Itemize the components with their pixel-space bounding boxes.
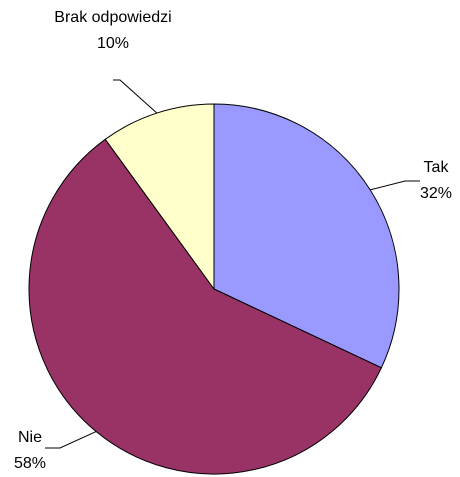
leader-line (113, 79, 158, 114)
slice-label: Tak (424, 159, 450, 176)
leader-line (370, 180, 420, 191)
slice-value-label: 58% (14, 455, 46, 472)
slice-label: Brak odpowiedzi (54, 9, 171, 26)
slice-value-label: 10% (97, 35, 129, 52)
pie-slice (213, 103, 400, 369)
pie-slice (104, 103, 215, 291)
slice-value-label: 32% (420, 185, 452, 202)
slice-label: Nie (18, 429, 42, 446)
leader-line (45, 431, 97, 449)
